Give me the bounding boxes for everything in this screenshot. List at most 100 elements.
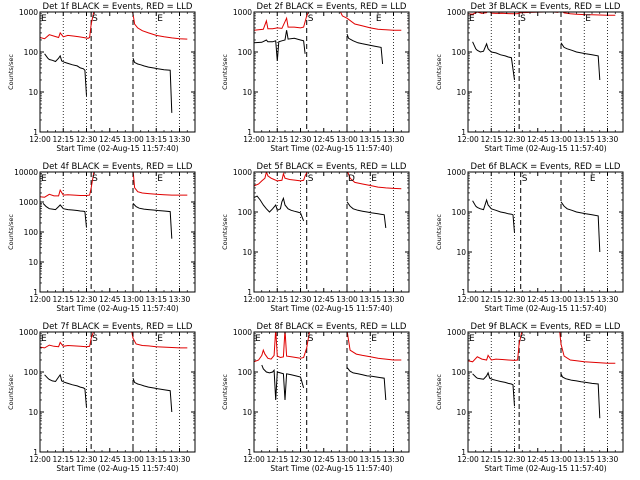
x-tick-label: 12:45 [313,295,335,304]
y-axis-label: Counts/sec [221,54,229,90]
lld-series-line [132,172,188,196]
y-tick-label: 100 [238,208,253,217]
x-axis-label: Start Time (02-Aug-15 11:57:40) [484,304,606,313]
series-group [254,332,402,401]
x-axis-label: Start Time (02-Aug-15 11:57:40) [56,464,178,473]
x-tick-label: 12:30 [504,455,526,464]
y-axis-label: Counts/sec [435,54,443,90]
chart-title: Det 2f BLACK = Events, RED = LLD [257,2,407,12]
event-marker-label: E [585,14,591,24]
y-tick-label: 10 [456,88,466,97]
y-tick-label: 1000 [447,8,466,17]
y-tick-label: 100 [452,368,467,377]
x-tick-label: 13:30 [169,295,191,304]
events-series-line [472,41,515,81]
y-tick-label: 100 [238,48,253,57]
y-tick-label: 1000 [447,328,466,337]
y-axis-label: Counts/sec [7,214,15,250]
y-tick-label: 1 [247,288,252,297]
lld-series-line [40,332,94,349]
event-marker-label: S [308,174,314,184]
lld-series-line [254,172,402,190]
chart-panel-2: Det 2f BLACK = Events, RED = LLD 1 10 100 10… [221,2,410,153]
chart-title: Det 7f BLACK = Events, RED = LLD [43,322,193,332]
events-series-line [44,53,87,96]
events-series-line [560,201,601,253]
y-tick-label: 1 [247,128,252,137]
chart-panel-1: Det 1f BLACK = Events, RED = LLD 1 10 100 10… [7,2,196,153]
x-axis-label: Start Time (02-Aug-15 11:57:40) [270,144,392,153]
event-marker-label: E [585,334,591,344]
x-tick-label: 13:00 [550,295,572,304]
y-tick-label: 10 [28,258,38,267]
x-tick-label: 12:45 [527,455,549,464]
x-tick-label: 13:00 [336,135,358,144]
x-tick-label: 12:45 [527,135,549,144]
events-series-line [254,195,305,222]
x-tick-label: 12:15 [480,135,502,144]
y-tick-label: 1000 [19,198,38,207]
x-axis-label: Start Time (02-Aug-15 11:57:40) [56,144,178,153]
x-tick-label: 12:15 [52,455,74,464]
x-tick-label: 13:00 [550,455,572,464]
x-tick-label: 13:15 [145,455,167,464]
x-tick-label: 13:30 [169,455,191,464]
chart-title: Det 3f BLACK = Events, RED = LLD [471,2,621,12]
x-tick-label: 12:15 [266,455,288,464]
y-tick-label: 10 [242,88,252,97]
x-tick-label: 12:00 [243,455,265,464]
x-tick-label: 13:00 [550,135,572,144]
x-axis-label: Start Time (02-Aug-15 11:57:40) [484,464,606,473]
y-tick-label: 100 [24,368,39,377]
event-marker-label: E [157,174,163,184]
events-series-line [44,373,87,408]
events-series-line [472,371,515,407]
x-tick-label: 12:45 [99,295,121,304]
x-tick-label: 12:15 [52,295,74,304]
x-tick-label: 13:15 [573,455,595,464]
lld-series-line [131,332,188,349]
y-axis-label: Counts/sec [221,374,229,410]
y-tick-label: 1000 [233,328,252,337]
lld-series-line [40,12,95,40]
x-tick-label: 12:45 [99,455,121,464]
x-tick-label: 13:30 [383,455,405,464]
y-tick-label: 1000 [233,8,252,17]
x-tick-label: 13:00 [336,455,358,464]
x-tick-label: 13:15 [145,135,167,144]
event-marker-label: E [371,174,377,184]
events-series-line [132,203,173,239]
y-tick-label: 10 [242,408,252,417]
series-group [40,332,188,413]
series-group [472,198,601,253]
series-group [40,12,188,113]
event-marker-label: S [308,14,314,24]
y-tick-label: 10 [456,408,466,417]
x-tick-label: 13:15 [145,295,167,304]
x-tick-label: 12:15 [266,295,288,304]
x-tick-label: 13:00 [122,295,144,304]
x-tick-label: 12:30 [290,295,312,304]
x-tick-label: 13:30 [597,295,619,304]
event-marker-label: E [590,174,596,184]
event-marker-label: E [157,14,163,24]
events-series-line [560,373,601,419]
x-axis-label: Start Time (02-Aug-15 11:57:40) [484,144,606,153]
event-marker-label: E [469,334,475,344]
x-tick-label: 13:00 [122,455,144,464]
y-tick-label: 10 [456,248,466,257]
lld-series-line [468,332,523,363]
event-marker-label: E [376,14,382,24]
y-axis-label: Counts/sec [435,214,443,250]
x-tick-label: 13:00 [122,135,144,144]
x-tick-label: 12:30 [76,455,98,464]
y-tick-label: 1 [33,288,38,297]
event-marker-label: S [308,334,314,344]
x-axis-label: Start Time (02-Aug-15 11:57:40) [56,304,178,313]
x-tick-label: 13:30 [169,135,191,144]
y-axis-label: Counts/sec [7,54,15,90]
x-tick-label: 12:30 [76,295,98,304]
events-series-line [132,378,173,413]
y-tick-label: 10000 [14,168,38,177]
